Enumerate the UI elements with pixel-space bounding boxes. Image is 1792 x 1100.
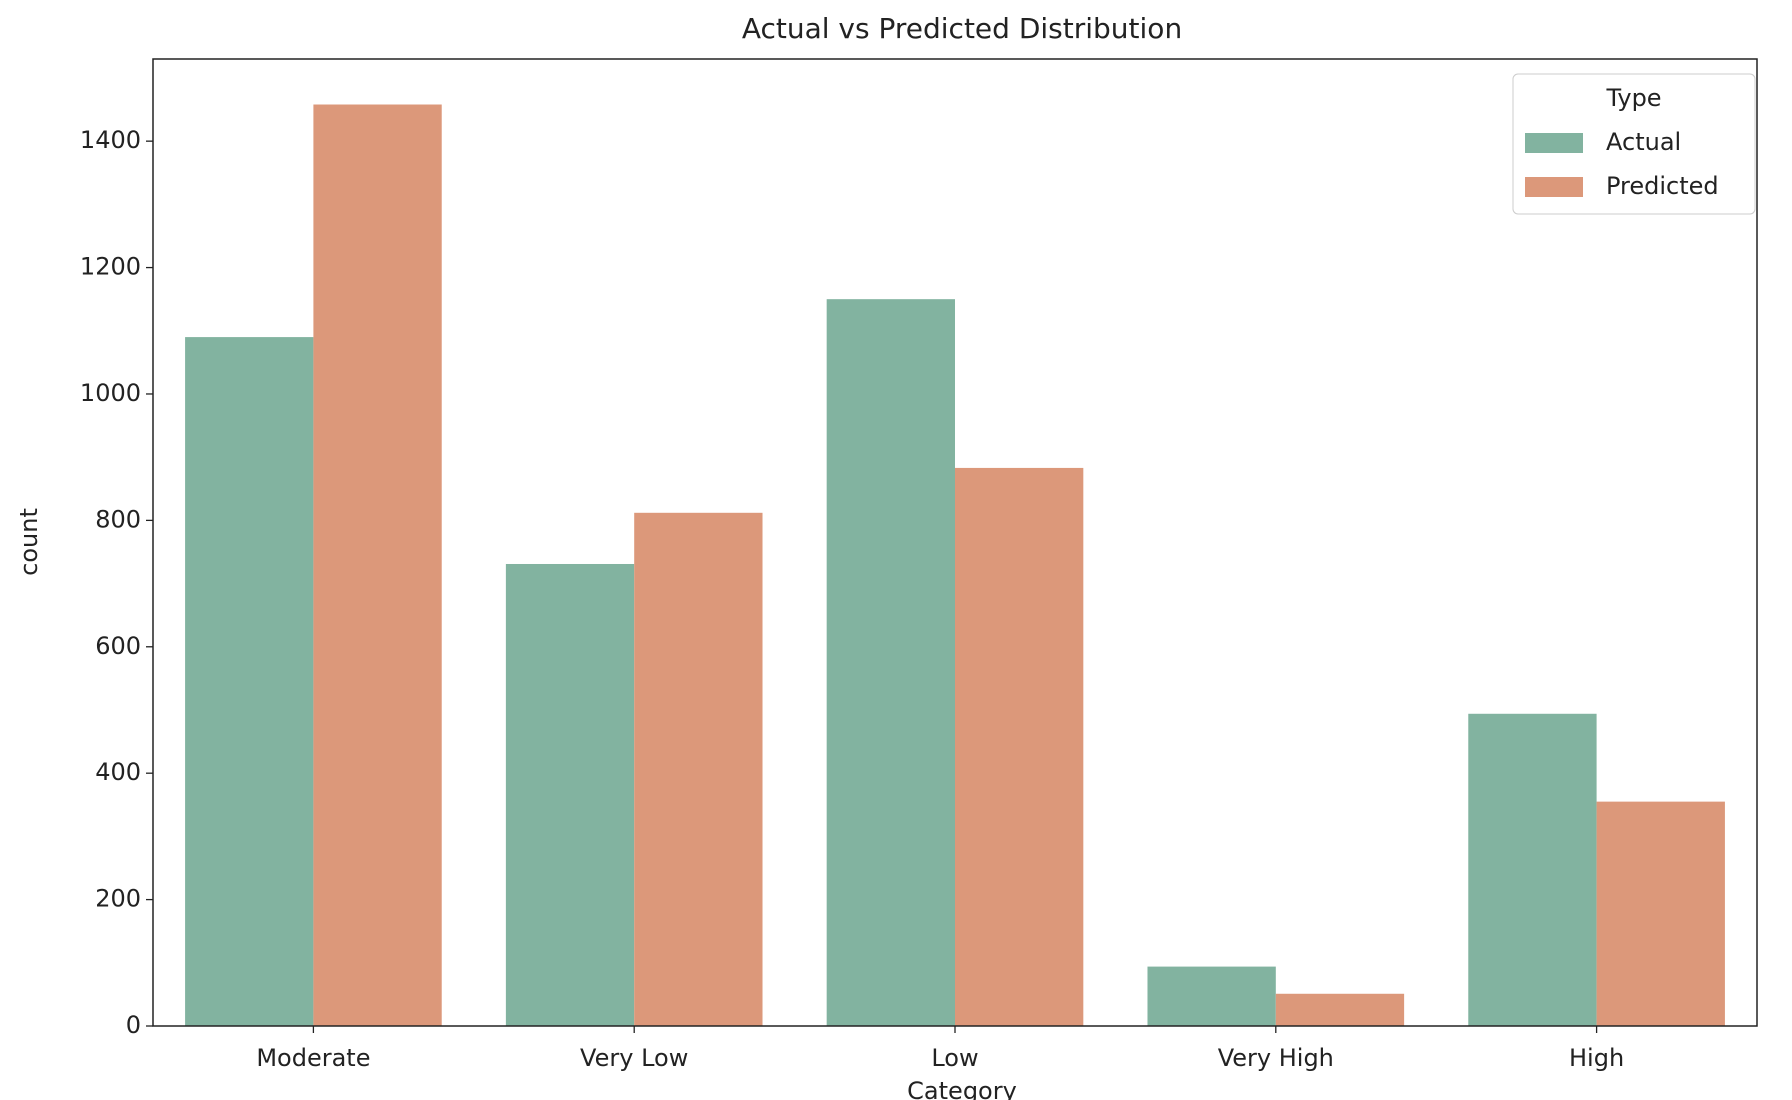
x-tick-label: Low (931, 1044, 978, 1072)
y-tick-label: 1400 (80, 126, 141, 154)
legend-swatch (1525, 133, 1583, 153)
bar (826, 299, 955, 1026)
bar (634, 512, 763, 1026)
bar (185, 337, 314, 1026)
bar (1147, 966, 1276, 1026)
y-tick-label: 200 (95, 885, 141, 913)
legend-label: Actual (1606, 128, 1681, 156)
x-axis-label: Category (907, 1077, 1017, 1100)
bar (1468, 713, 1597, 1026)
plot-frame (152, 58, 1758, 1027)
y-tick-label: 0 (126, 1011, 141, 1039)
y-tick-label: 1000 (80, 379, 141, 407)
legend-label: Predicted (1606, 172, 1719, 200)
x-tick-label: Very Low (580, 1044, 688, 1072)
x-tick-label: Very High (1218, 1044, 1334, 1072)
chart-title: Actual vs Predicted Distribution (742, 12, 1182, 45)
y-tick-label: 400 (95, 758, 141, 786)
bar (505, 563, 635, 1026)
legend-title: Type (1605, 84, 1661, 112)
bar (1275, 993, 1405, 1026)
x-tick-label: High (1569, 1044, 1624, 1072)
y-tick-label: 600 (95, 632, 141, 660)
y-tick-label: 1200 (80, 253, 141, 281)
x-tick-label: Moderate (256, 1044, 370, 1072)
legend-swatch (1525, 177, 1583, 197)
bar (1596, 801, 1725, 1026)
y-tick-label: 800 (95, 505, 141, 533)
bar (955, 467, 1084, 1027)
y-axis-label: count (15, 508, 43, 576)
bar (313, 104, 442, 1027)
